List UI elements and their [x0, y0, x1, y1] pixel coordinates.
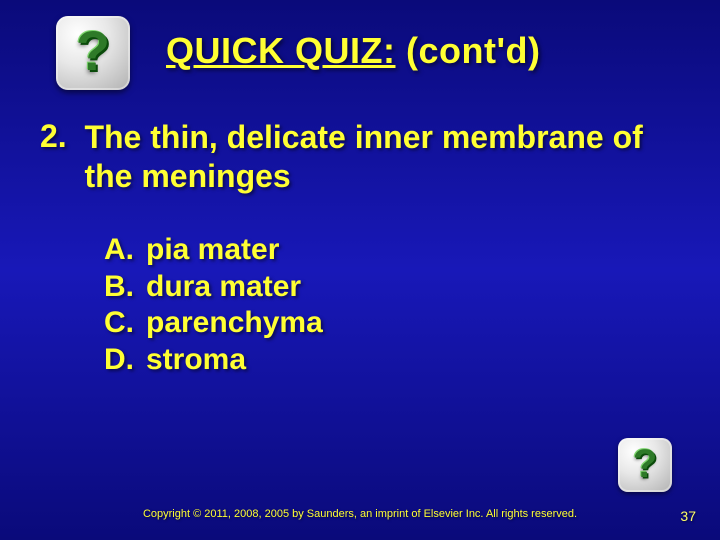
qmark-glyph: ?: [633, 444, 657, 484]
option-c: C.parenchyma: [104, 305, 323, 342]
slide-title: QUICK QUIZ: (cont'd): [166, 30, 541, 71]
slide: ? QUICK QUIZ: (cont'd) 2. The thin, deli…: [0, 0, 720, 540]
options-list: A.pia mater B.dura mater C.parenchyma D.…: [104, 232, 323, 378]
question-mark-icon: ?: [56, 16, 130, 90]
option-label: C.: [104, 305, 146, 342]
copyright-text: Copyright © 2011, 2008, 2005 by Saunders…: [0, 508, 720, 520]
title-rest: (cont'd): [395, 30, 540, 71]
option-a: A.pia mater: [104, 232, 323, 269]
option-text: dura mater: [146, 270, 301, 303]
question-stem: The thin, delicate inner membrane of the…: [84, 118, 644, 196]
slide-number: 37: [680, 508, 696, 524]
title-underlined: QUICK QUIZ:: [166, 30, 395, 71]
qmark-glyph: ?: [76, 23, 110, 79]
question-mark-icon: ?: [618, 438, 672, 492]
question-number: 2.: [40, 118, 80, 155]
option-b: B.dura mater: [104, 269, 323, 306]
option-d: D.stroma: [104, 342, 323, 379]
option-label: A.: [104, 232, 146, 269]
title-icon-box: ?: [56, 16, 130, 90]
corner-icon-box: ?: [618, 438, 672, 492]
option-text: stroma: [146, 343, 246, 376]
option-text: parenchyma: [146, 306, 323, 339]
option-text: pia mater: [146, 233, 279, 266]
option-label: B.: [104, 269, 146, 306]
question-block: 2. The thin, delicate inner membrane of …: [40, 118, 660, 196]
option-label: D.: [104, 342, 146, 379]
title-row: QUICK QUIZ: (cont'd): [166, 30, 666, 72]
